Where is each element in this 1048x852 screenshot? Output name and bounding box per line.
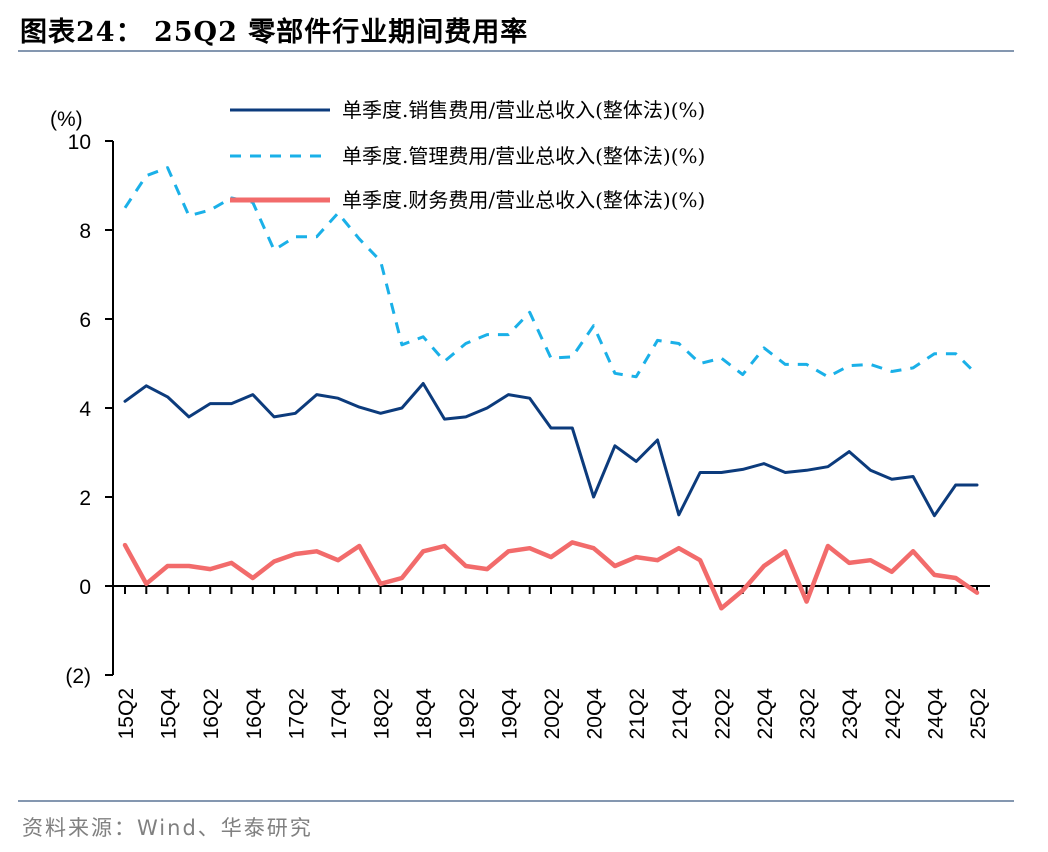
x-tick-label: 20Q4 [584,688,607,740]
legend-label-1: 单季度.销售费用/营业总收入(整体法)(%) [342,98,705,122]
y-unit-label: (%) [50,108,83,131]
x-tick-label: 15Q2 [115,688,138,739]
y-tick-label: (2) [65,665,91,688]
x-axis-ticks: 15Q2 15Q4 16Q2 16Q4 17Q2 17Q4 18Q2 18Q4 19Q2 19Q4… [115,586,990,739]
x-tick-label: 22Q2 [711,688,734,739]
series-line-1 [123,382,979,518]
source-divider [18,800,1014,802]
x-tick-label: 19Q4 [498,688,521,740]
x-tick-label: 22Q4 [754,688,777,740]
x-tick-label: 23Q4 [839,688,862,740]
series-line-2 [123,166,979,379]
x-tick-label: 21Q4 [669,688,692,740]
chart-title: 图表24： 25Q2 零部件行业期间费用率 [20,17,529,48]
x-tick-label: 17Q4 [328,688,351,740]
x-tick-label: 18Q4 [413,688,436,740]
x-tick-label: 17Q2 [285,688,308,739]
x-tick-label: 16Q2 [200,688,223,739]
x-tick-label: 18Q2 [371,688,394,739]
x-tick-label: 24Q2 [882,688,905,739]
x-tick-label: 15Q4 [158,688,181,740]
y-tick-label: 8 [79,220,91,243]
series-line-3 [122,540,980,611]
legend-label-2: 单季度.管理费用/营业总收入(整体法)(%) [342,144,705,168]
source-note: 资料来源：Wind、华泰研究 [22,816,313,840]
y-tick-label: 10 [68,131,91,154]
x-tick-label: 24Q4 [924,688,947,740]
series-layer [122,166,980,611]
y-tick-label: 2 [79,487,91,510]
x-tick-label: 20Q2 [541,688,564,739]
x-tick-label: 16Q4 [243,688,266,740]
legend: 单季度.销售费用/营业总收入(整体法)(%) 单季度.管理费用/营业总收入(整体法… [230,98,705,212]
x-tick-label: 23Q2 [797,688,820,739]
title-bar: 图表24： 25Q2 零部件行业期间费用率 [18,6,1014,52]
y-axis-ticks: (2) 0 2 4 6 8 10 [65,131,113,688]
x-tick-label: 25Q2 [967,688,990,739]
y-tick-label: 0 [79,576,91,599]
legend-label-3: 单季度.财务费用/营业总收入(整体法)(%) [342,188,705,212]
y-tick-label: 4 [79,398,91,421]
y-tick-label: 6 [79,309,91,332]
x-tick-label: 21Q2 [626,688,649,739]
x-tick-label: 19Q2 [456,688,479,739]
